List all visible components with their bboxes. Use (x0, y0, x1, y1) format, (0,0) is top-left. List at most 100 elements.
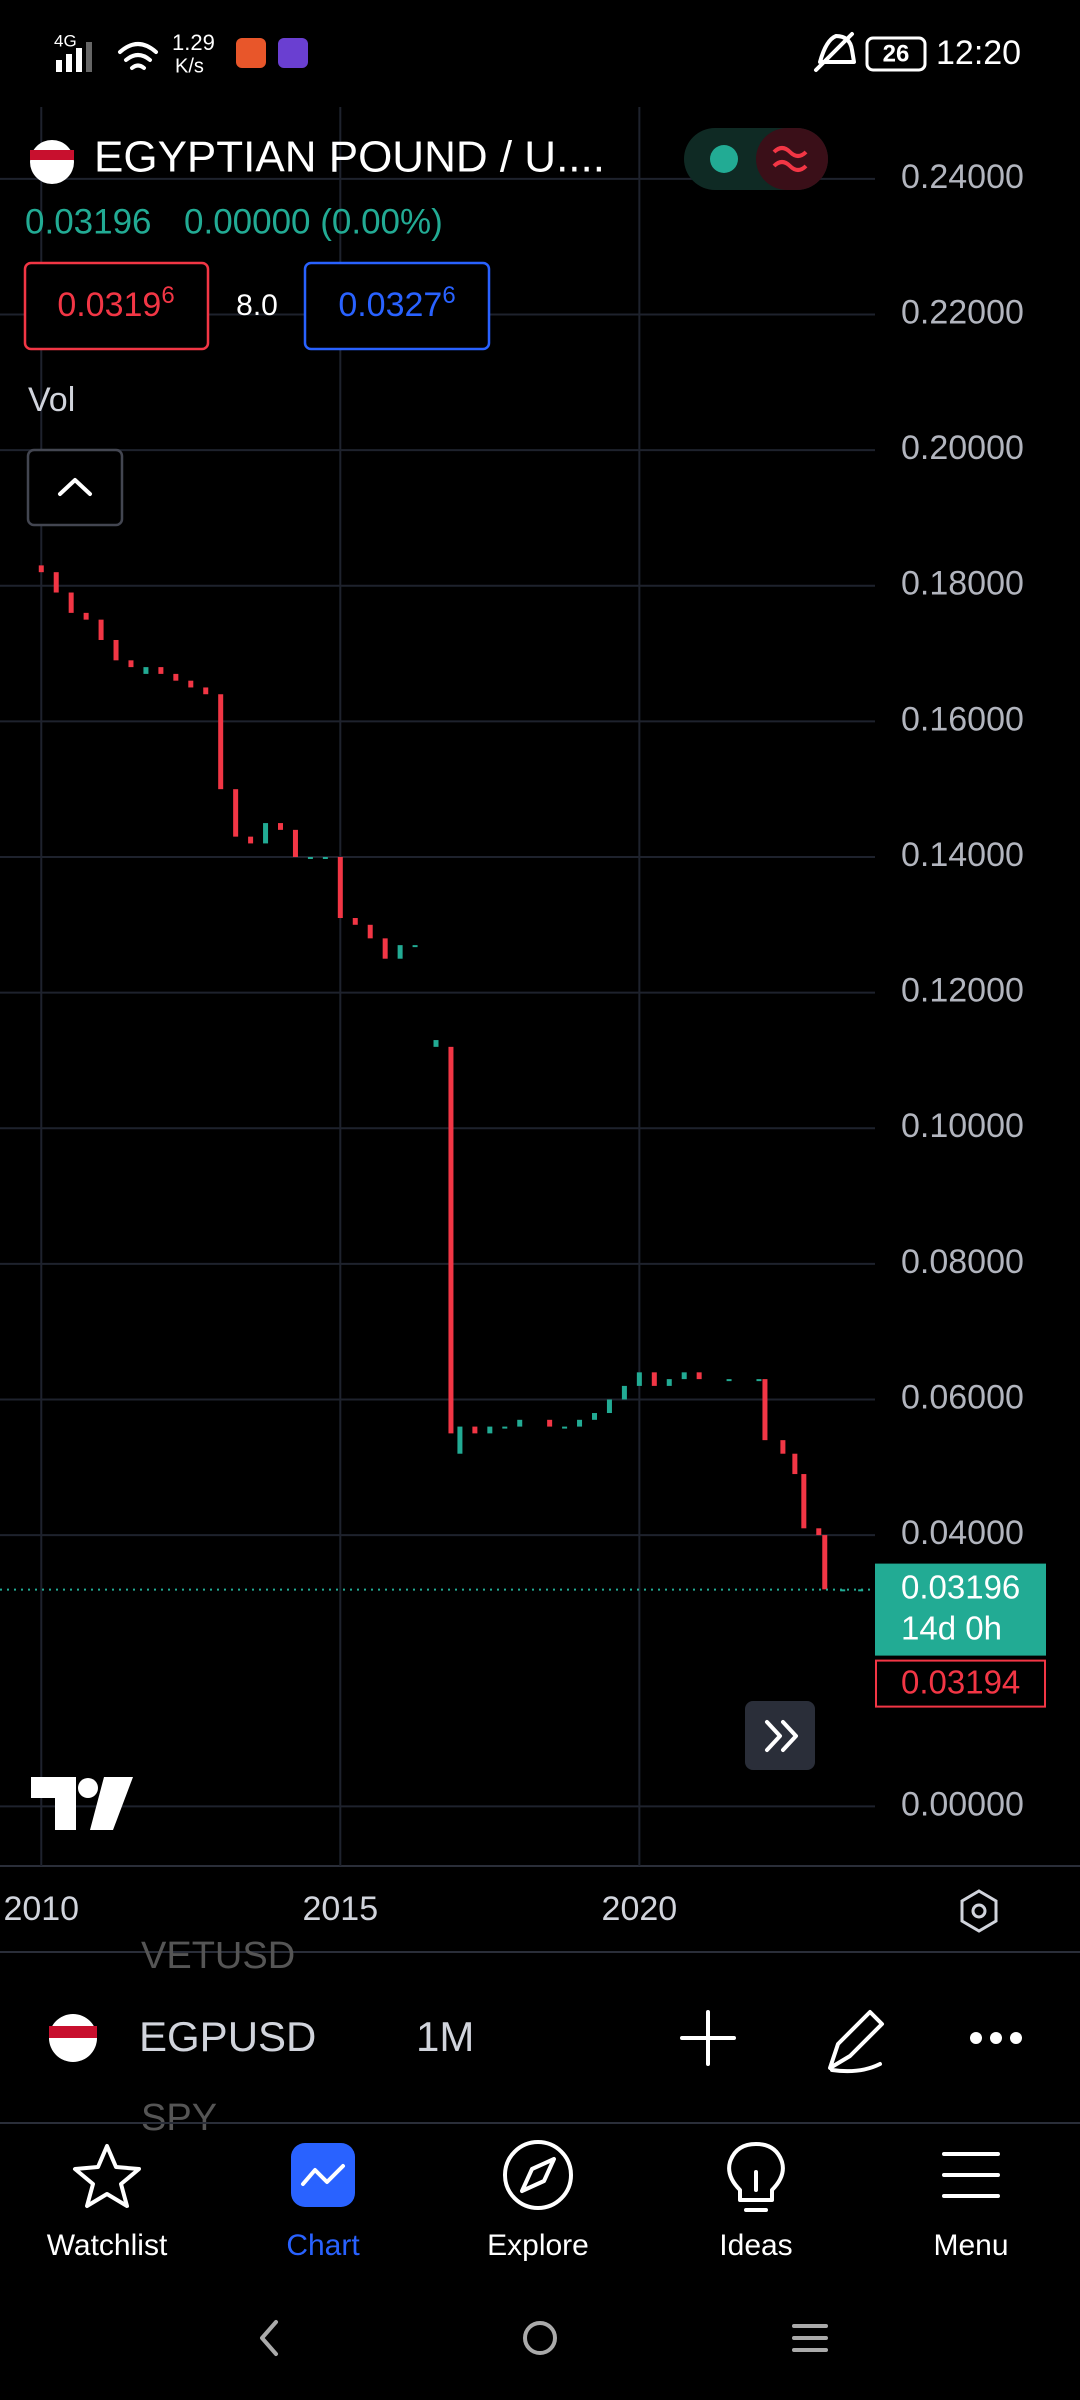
candle (487, 1426, 493, 1434)
app-icon (278, 38, 308, 68)
candle (636, 1372, 642, 1386)
spread: 8.0 (236, 289, 278, 322)
indicator-label[interactable]: Vol (28, 381, 75, 419)
buy-price: 0.03276 (338, 282, 455, 324)
wifi-icon (118, 42, 158, 70)
buy-main: 0.0327 (338, 286, 442, 324)
toolbar-symbol[interactable]: EGPUSD (139, 2013, 316, 2060)
bid-price-label: 0.03194 (901, 1663, 1020, 1700)
flag-icon (49, 2026, 97, 2038)
mute-icon (814, 32, 856, 72)
add-button[interactable] (680, 2010, 736, 2066)
candle (53, 572, 59, 593)
last-price-label: 0.03196 (901, 1568, 1020, 1605)
buy-button[interactable] (303, 261, 491, 351)
y-tick-label: 0.18000 (901, 565, 1024, 603)
candle (128, 660, 134, 668)
candle (472, 1426, 478, 1434)
candle (762, 1379, 768, 1441)
nav-label[interactable]: Ideas (719, 2229, 792, 2262)
candle (397, 945, 403, 959)
candle (433, 1040, 439, 1047)
sell-price: 0.03196 (57, 282, 174, 324)
candle (562, 1426, 568, 1429)
recents-button[interactable] (792, 2324, 828, 2352)
candle (233, 789, 239, 837)
y-tick-label: 0.06000 (901, 1378, 1024, 1416)
candle (780, 1440, 786, 1454)
clock: 12:20 (936, 34, 1021, 72)
candle (666, 1379, 672, 1386)
candle (98, 619, 104, 640)
candle (621, 1385, 627, 1400)
sell-pip: 6 (161, 282, 174, 309)
candle (547, 1419, 553, 1427)
flag-icon (30, 140, 74, 184)
candle (726, 1379, 732, 1382)
collapse-button[interactable] (26, 448, 124, 527)
candle (83, 612, 89, 620)
candle (651, 1372, 657, 1386)
x-tick-label: 2010 (3, 1890, 79, 1928)
candle (68, 592, 74, 613)
candle (188, 680, 194, 688)
nav-label[interactable]: Explore (487, 2229, 589, 2262)
candle (292, 829, 298, 857)
nav-label[interactable]: Menu (933, 2229, 1008, 2262)
last-price-box (875, 1563, 1046, 1656)
candle (457, 1426, 463, 1454)
y-tick-label: 0.00000 (901, 1785, 1024, 1823)
candle (822, 1535, 828, 1590)
flag-icon (30, 150, 74, 160)
x-tick-label: 2020 (602, 1890, 678, 1928)
sell-button[interactable] (23, 261, 210, 351)
candle (143, 667, 149, 674)
buy-pip: 6 (442, 282, 455, 309)
candle (756, 1379, 762, 1382)
candle (173, 673, 179, 681)
signal-icon (56, 42, 92, 72)
settings-icon[interactable] (960, 1889, 998, 1933)
home-button[interactable] (523, 2321, 557, 2355)
toolbar-interval[interactable]: 1M (416, 2013, 474, 2060)
nav-label[interactable]: Chart (286, 2229, 360, 2262)
candle (248, 836, 254, 844)
candle (263, 823, 269, 844)
y-tick-label: 0.12000 (901, 972, 1024, 1010)
candle (218, 694, 224, 790)
chart-icon[interactable] (291, 2143, 355, 2207)
candle (158, 667, 164, 674)
nav-label[interactable]: Watchlist (47, 2229, 168, 2262)
candle (591, 1413, 597, 1420)
candle (840, 1589, 846, 1592)
candle (307, 856, 313, 859)
symbol-title[interactable]: EGYPTIAN POUND / U.... (94, 133, 605, 182)
y-tick-label: 0.16000 (901, 700, 1024, 738)
candle (681, 1372, 687, 1380)
watchlist-icon[interactable] (73, 2144, 141, 2208)
back-button[interactable] (260, 2320, 278, 2356)
y-tick-label: 0.04000 (901, 1514, 1024, 1552)
chart-icon-line (301, 2164, 345, 2186)
explore-icon[interactable] (503, 2140, 573, 2210)
candle (606, 1399, 612, 1414)
ideas-icon[interactable] (727, 2142, 785, 2212)
candle (203, 687, 209, 695)
list-item-ghost: VETUSD (141, 1935, 295, 1977)
bid-price-box (875, 1659, 1046, 1708)
candle (337, 856, 343, 919)
double-chevron (765, 1720, 798, 1752)
candle (448, 1046, 454, 1434)
candle (502, 1426, 508, 1429)
candle (577, 1419, 583, 1427)
price-change: 0.00000 (0.00%) (184, 202, 443, 241)
candle (801, 1474, 807, 1529)
draw-button[interactable] (828, 2010, 884, 2074)
delay-icon (772, 146, 808, 172)
battery-level: 26 (883, 40, 910, 67)
menu-icon[interactable] (942, 2152, 1000, 2198)
more-button[interactable] (970, 2032, 1022, 2044)
net-speed: 1.29 (172, 30, 215, 55)
